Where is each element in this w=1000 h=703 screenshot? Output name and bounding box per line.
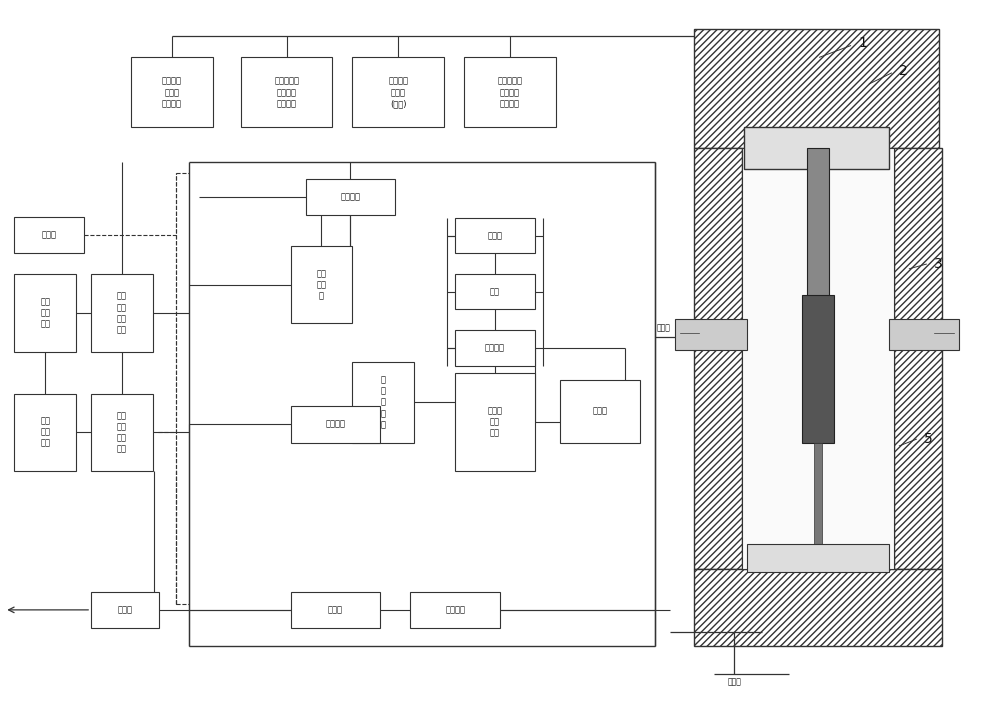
Bar xyxy=(744,127,889,169)
Text: 油气
分离
器: 油气 分离 器 xyxy=(316,269,326,301)
Text: 水箱: 水箱 xyxy=(490,288,500,297)
Text: 空压机: 空压机 xyxy=(42,231,57,240)
Text: 蓄冷油箱: 蓄冷油箱 xyxy=(340,192,360,201)
Text: 低压
大流
量泵: 低压 大流 量泵 xyxy=(40,297,50,328)
Text: 冷却箱: 冷却箱 xyxy=(592,406,607,415)
Bar xyxy=(455,330,535,366)
Text: 加热冷
却换
向阀: 加热冷 却换 向阀 xyxy=(488,406,503,437)
Bar xyxy=(131,58,213,127)
Bar xyxy=(694,30,939,148)
Bar xyxy=(455,219,535,254)
Text: 高压
小流
量泵: 高压 小流 量泵 xyxy=(40,416,50,448)
Bar xyxy=(675,318,747,350)
Text: 卸压阀: 卸压阀 xyxy=(118,605,133,614)
Bar xyxy=(91,592,159,628)
Bar xyxy=(560,380,640,442)
Text: 下进口: 下进口 xyxy=(727,677,741,686)
Bar xyxy=(14,217,84,254)
Bar xyxy=(352,362,414,442)
Bar xyxy=(352,58,444,127)
Text: 冷却水泵: 冷却水泵 xyxy=(485,344,505,352)
Text: 1: 1 xyxy=(859,37,867,51)
Bar xyxy=(14,274,76,352)
Text: 低压
大流
量加
压阀: 低压 大流 量加 压阀 xyxy=(117,292,127,334)
Text: 循环油泵: 循环油泵 xyxy=(325,420,345,429)
Bar xyxy=(807,148,829,344)
Bar xyxy=(91,274,153,352)
Text: 3: 3 xyxy=(934,257,943,271)
Bar xyxy=(742,148,894,569)
Bar xyxy=(14,394,76,470)
Text: 高压
小流
量加
压阀: 高压 小流 量加 压阀 xyxy=(117,411,127,453)
Text: 2: 2 xyxy=(900,65,908,79)
Bar xyxy=(91,394,153,470)
Text: 上进口: 上进口 xyxy=(657,323,670,333)
Bar xyxy=(464,58,556,127)
Bar xyxy=(889,318,959,350)
Bar xyxy=(747,544,889,572)
Bar xyxy=(814,442,822,555)
Bar xyxy=(291,406,380,442)
Text: 冷却塔: 冷却塔 xyxy=(488,231,503,240)
Bar xyxy=(802,295,834,442)
Text: 电
加
热
装
置: 电 加 热 装 置 xyxy=(381,375,386,429)
Text: 直流电压
放大器
(模块): 直流电压 放大器 (模块) xyxy=(388,77,408,108)
Text: 5: 5 xyxy=(924,432,933,446)
Bar xyxy=(291,592,380,628)
Bar xyxy=(455,373,535,470)
Bar xyxy=(694,569,942,645)
Text: 位移传感
器电压
数字显示: 位移传感 器电压 数字显示 xyxy=(162,77,182,108)
Bar xyxy=(410,592,500,628)
Bar xyxy=(241,58,332,127)
Text: 压力温度传
感器电压
数字显示: 压力温度传 感器电压 数字显示 xyxy=(274,77,299,108)
Text: 补油泵: 补油泵 xyxy=(328,605,343,614)
Bar xyxy=(894,148,942,569)
Bar xyxy=(306,179,395,215)
Bar xyxy=(455,274,535,309)
Text: 压力温度传
感器电阻
数字显示: 压力温度传 感器电阻 数字显示 xyxy=(497,77,522,108)
Bar xyxy=(291,247,352,323)
Bar xyxy=(694,148,742,569)
Text: 低空油箱: 低空油箱 xyxy=(445,605,465,614)
